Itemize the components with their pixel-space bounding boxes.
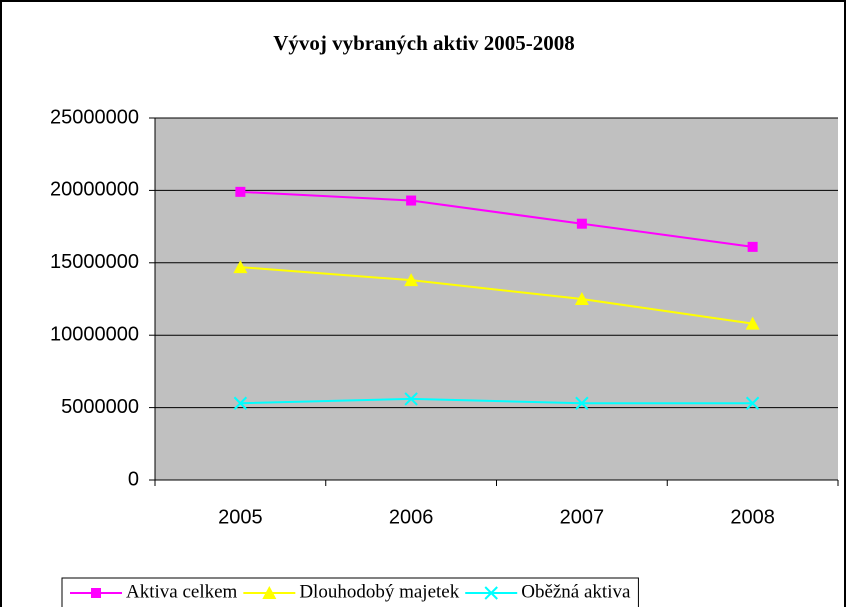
series-line — [240, 266, 753, 325]
series-line — [240, 190, 753, 248]
marker — [91, 588, 101, 598]
x-tick-label: 2005 — [218, 506, 263, 528]
legend-label: Dlouhodobý majetek — [299, 581, 459, 602]
y-tick-label: 5000000 — [61, 396, 139, 418]
marker — [404, 273, 419, 287]
legend-label: Aktiva celkem — [126, 581, 238, 602]
marker — [745, 396, 760, 410]
legend: Aktiva celkem Dlouhodobý majetek Oběžná ak… — [61, 577, 639, 607]
plot-area — [155, 118, 838, 480]
y-tick-label: 15000000 — [50, 251, 139, 273]
chart-title: Vývoj vybraných aktiv 2005-2008 — [273, 31, 575, 55]
marker — [233, 260, 248, 274]
marker — [574, 292, 589, 305]
legend-label: Oběžná aktiva — [521, 581, 631, 602]
marker — [235, 186, 246, 197]
marker — [233, 396, 248, 410]
marker — [484, 586, 498, 600]
x-tick-label: 2008 — [730, 506, 775, 528]
series-line — [240, 397, 753, 405]
y-tick-label: 25000000 — [50, 106, 139, 128]
y-tick-label: 10000000 — [50, 323, 139, 345]
marker — [745, 316, 760, 330]
x-tick-label: 2007 — [560, 506, 605, 528]
marker — [575, 396, 589, 410]
x-tick-label: 2006 — [389, 506, 434, 528]
marker — [406, 195, 417, 206]
marker — [404, 392, 418, 406]
y-tick-label: 0 — [128, 468, 139, 490]
marker — [262, 586, 277, 599]
marker — [747, 241, 758, 252]
legend-box — [61, 577, 639, 607]
marker — [576, 218, 587, 229]
y-tick-label: 20000000 — [50, 179, 139, 201]
